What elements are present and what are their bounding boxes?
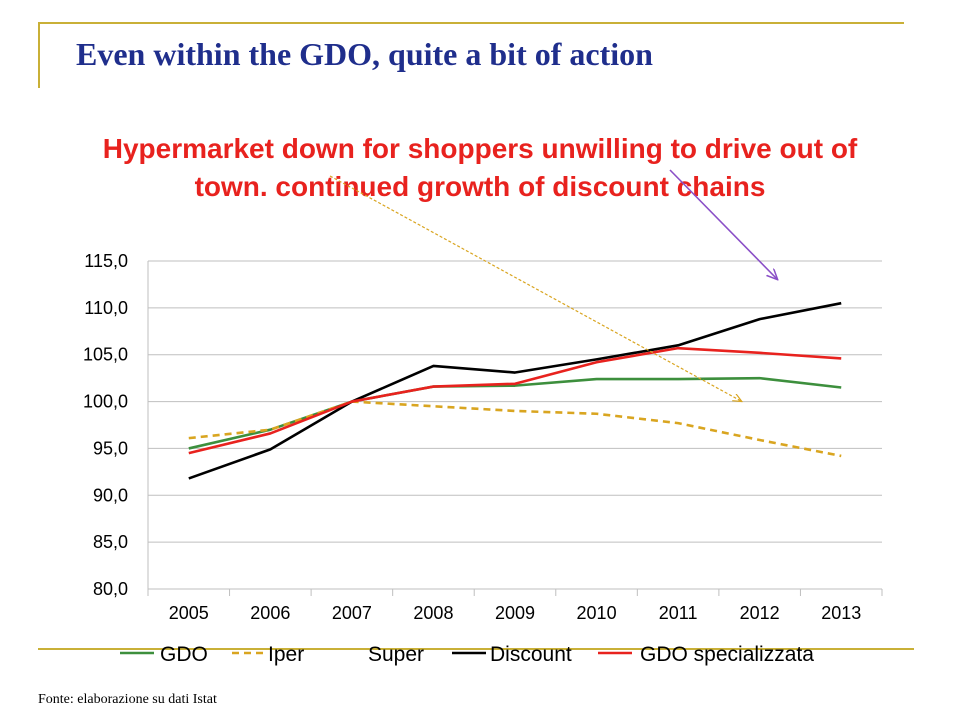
legend-label: Iper	[268, 643, 304, 666]
y-tick-label: 95,0	[93, 438, 128, 458]
x-axis-ticks: 2005 2006 2007 2008 2009 2010 2011 2012 2013	[147, 589, 883, 623]
series-line-gdo-specializzata	[188, 346, 842, 455]
annotation-arrow-discount	[669, 169, 777, 279]
chart-title: Hypermarket down for shoppers unwilling …	[102, 133, 858, 202]
slide-title: Even within the GDO, quite a bit of acti…	[76, 36, 653, 72]
slide-frame-left	[38, 22, 40, 88]
legend-label: GDO specializzata	[640, 643, 814, 666]
series-line-discount	[188, 301, 842, 480]
x-tick-label: 2009	[495, 603, 535, 623]
x-tick-label: 2012	[740, 603, 780, 623]
y-tick-label: 110,0	[84, 298, 128, 318]
x-tick-label: 2008	[413, 603, 453, 623]
y-tick-label: 80,0	[93, 579, 128, 599]
legend: GDO Iper Super Discount GDO specializzata	[120, 643, 814, 666]
y-tick-label: 85,0	[93, 532, 128, 552]
x-tick-label: 2006	[250, 603, 290, 623]
series-lines	[188, 301, 842, 480]
legend-label: GDO	[160, 643, 208, 666]
y-axis-ticks: 115,0 110,0 105,0 100,0 95,0 90,0 85,0 80,0	[83, 251, 128, 599]
grid-lines	[147, 260, 882, 590]
x-tick-label: 2005	[169, 603, 209, 623]
annotation-arrow-iper	[329, 175, 741, 401]
annotation-arrows	[329, 169, 777, 401]
x-tick-label: 2013	[821, 603, 861, 623]
x-tick-label: 2010	[577, 603, 617, 623]
y-tick-label: 100,0	[83, 392, 128, 412]
slide-frame-bottom	[38, 648, 914, 650]
x-tick-label: 2007	[332, 603, 372, 623]
y-tick-label: 90,0	[93, 485, 128, 505]
slide-frame-top	[38, 22, 904, 24]
legend-label: Discount	[490, 643, 572, 666]
series-line-gdo	[188, 376, 842, 450]
series-line-iper	[188, 400, 842, 458]
y-tick-label: 115,0	[84, 251, 128, 271]
source-note: Fonte: elaborazione su dati Istat	[38, 692, 217, 707]
x-tick-label: 2011	[659, 603, 698, 623]
legend-label: Super	[368, 643, 424, 666]
y-tick-label: 105,0	[83, 345, 128, 365]
